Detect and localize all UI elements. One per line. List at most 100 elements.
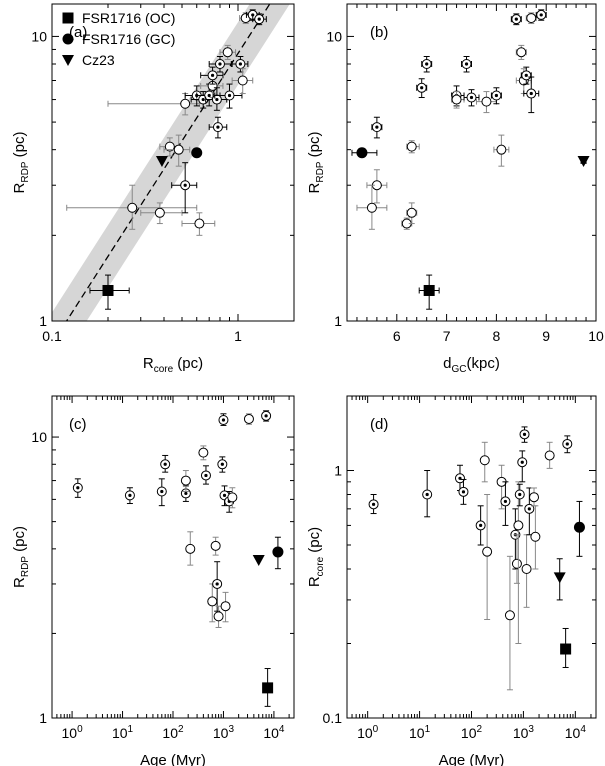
point-marker-core: [461, 490, 466, 494]
x-tick-label-base: 10: [513, 725, 529, 741]
data-point: [463, 89, 480, 107]
data-point: [371, 116, 383, 139]
data-point: [227, 487, 238, 509]
data-point: [513, 481, 524, 644]
point-marker: [262, 682, 274, 694]
point-marker-core: [524, 73, 528, 77]
point-marker: [180, 98, 191, 109]
data-point: [517, 450, 528, 483]
data-points: [72, 410, 284, 707]
legend-label: Cz23: [82, 52, 115, 68]
legend-marker: [62, 33, 74, 45]
point-marker: [406, 141, 417, 152]
y-axis-label-sub: RDP: [315, 161, 326, 182]
point-marker-core: [184, 491, 188, 496]
x-tick-label-exp: 4: [279, 724, 285, 735]
data-point: [482, 493, 493, 621]
y-axis-label-sub: RDP: [20, 161, 31, 182]
point-marker: [516, 47, 527, 58]
point-marker: [526, 13, 537, 24]
legend-label: FSR1716 (GC): [82, 31, 175, 47]
data-point: [180, 470, 191, 493]
data-point: [156, 478, 167, 507]
x-axis-label-main: d: [443, 355, 451, 372]
x-tick-label: 8: [493, 328, 501, 344]
point-marker: [220, 601, 231, 612]
point-marker-core: [371, 502, 376, 506]
x-tick-label-base: 10: [357, 725, 373, 741]
data-point: [490, 87, 502, 105]
x-axis-label-main: Age (Myr): [140, 752, 206, 766]
x-tick-label-exp: 2: [178, 724, 184, 735]
x-tick-label: 102: [162, 724, 184, 741]
point-marker-core: [425, 62, 429, 66]
x-tick-label: 6: [393, 328, 401, 344]
point-marker-core: [238, 62, 242, 66]
data-point: [191, 147, 203, 159]
x-tick-label: 101: [112, 724, 134, 741]
data-point: [406, 140, 420, 154]
x-tick-label: 103: [513, 724, 535, 741]
point-marker: [272, 546, 284, 558]
data-point: [519, 426, 530, 443]
data-point: [562, 435, 573, 454]
data-point: [544, 441, 555, 469]
legend-entry: FSR1716 (GC): [62, 31, 175, 47]
point-marker-core: [227, 93, 232, 98]
data-point: [159, 137, 180, 157]
x-tick-label-base: 10: [162, 725, 178, 741]
data-point: [560, 627, 572, 668]
x-tick-label-base: 7: [443, 328, 451, 344]
data-point: [530, 505, 541, 570]
point-marker-core: [479, 523, 483, 528]
data-point: [210, 536, 221, 556]
point-marker-core: [76, 486, 80, 490]
point-marker: [423, 284, 435, 296]
data-point: [89, 274, 130, 310]
data-point: [185, 531, 196, 566]
point-marker: [191, 147, 203, 159]
y-tick-label: 10: [326, 28, 342, 44]
data-point: [214, 83, 243, 109]
data-points: [368, 426, 585, 691]
point-marker: [222, 47, 233, 58]
data-point: [200, 465, 211, 485]
plot-frame: [346, 3, 597, 322]
x-tick-label: 100: [357, 724, 379, 741]
data-point: [418, 274, 440, 310]
x-tick-label-base: 10: [565, 725, 581, 741]
point-marker: [356, 147, 368, 159]
x-tick-label-base: 0.1: [42, 328, 62, 344]
point-marker: [154, 207, 165, 218]
point-marker-core: [520, 460, 524, 464]
point-marker: [513, 520, 524, 531]
point-marker-core: [522, 432, 527, 436]
x-tick-label: 1: [234, 328, 242, 344]
y-axis-label: RRDP (pc): [306, 132, 326, 194]
data-point: [208, 56, 232, 73]
point-marker-core: [218, 62, 222, 66]
point-marker-core: [216, 125, 220, 129]
point-marker-core: [375, 125, 379, 129]
data-point: [231, 68, 254, 95]
data-point: [160, 454, 171, 473]
point-marker: [521, 563, 532, 574]
point-marker: [511, 558, 522, 569]
x-tick-label-exp: 0: [373, 724, 379, 735]
x-tick-label-exp: 4: [580, 724, 586, 735]
y-tick-label: 10: [31, 28, 47, 44]
point-marker: [479, 455, 490, 466]
data-point: [493, 134, 510, 167]
y-axis-label-unit: (pc): [306, 132, 323, 162]
y-axis-label-main: R: [11, 182, 28, 193]
panel-tag: (a): [69, 24, 87, 41]
y-axis-label-sub: core: [315, 556, 326, 576]
data-point: [200, 66, 224, 85]
data-point: [107, 93, 200, 116]
point-marker-core: [215, 582, 219, 586]
point-marker: [127, 202, 138, 213]
point-marker: [198, 447, 209, 458]
data-point: [504, 555, 515, 691]
